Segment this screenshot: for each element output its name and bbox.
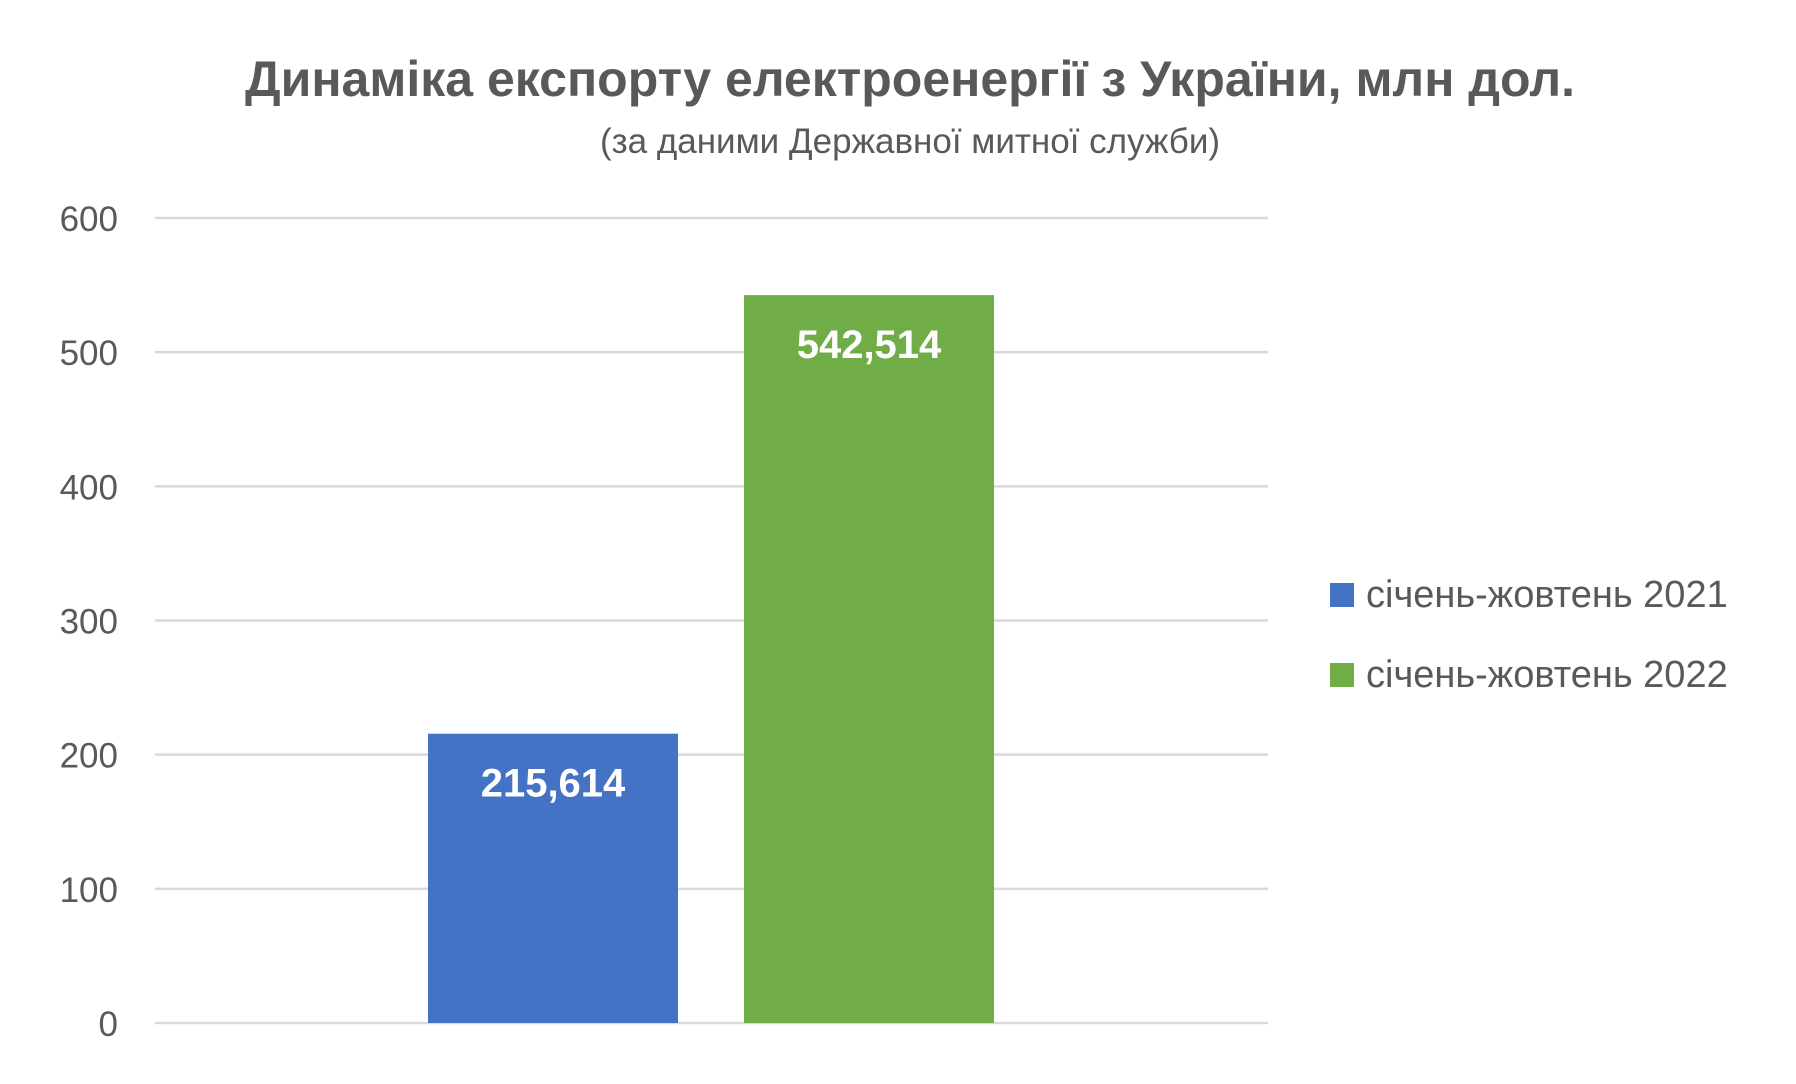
y-tick-label-200: 200 — [60, 737, 118, 776]
legend-swatch-2021 — [1330, 583, 1354, 607]
y-tick-label-100: 100 — [60, 871, 118, 910]
y-tick-label-600: 600 — [60, 200, 118, 239]
legend-label-2022: січень-жовтень 2022 — [1366, 653, 1728, 696]
data-label-1: 215,614 — [481, 762, 626, 806]
legend-label-2021: січень-жовтень 2021 — [1366, 573, 1728, 616]
bar-2 — [744, 295, 994, 1023]
chart-subtitle: (за даними Державної митної служби) — [599, 122, 1221, 161]
bar-1 — [428, 733, 678, 1023]
legend-item-2021: січень-жовтень 2021 — [1330, 555, 1728, 635]
y-tick-label-0: 0 — [99, 1005, 118, 1044]
chart-legend: січень-жовтень 2021 січень-жовтень 2022 — [1330, 555, 1728, 715]
legend-item-2022: січень-жовтень 2022 — [1330, 635, 1728, 715]
y-tick-label-500: 500 — [60, 334, 118, 373]
legend-swatch-2022 — [1330, 663, 1354, 687]
data-label-2: 542,514 — [797, 323, 942, 367]
chart-title: Динаміка експорту електроенергії з Украї… — [245, 51, 1575, 107]
y-tick-label-400: 400 — [60, 468, 118, 507]
y-tick-label-300: 300 — [60, 603, 118, 642]
